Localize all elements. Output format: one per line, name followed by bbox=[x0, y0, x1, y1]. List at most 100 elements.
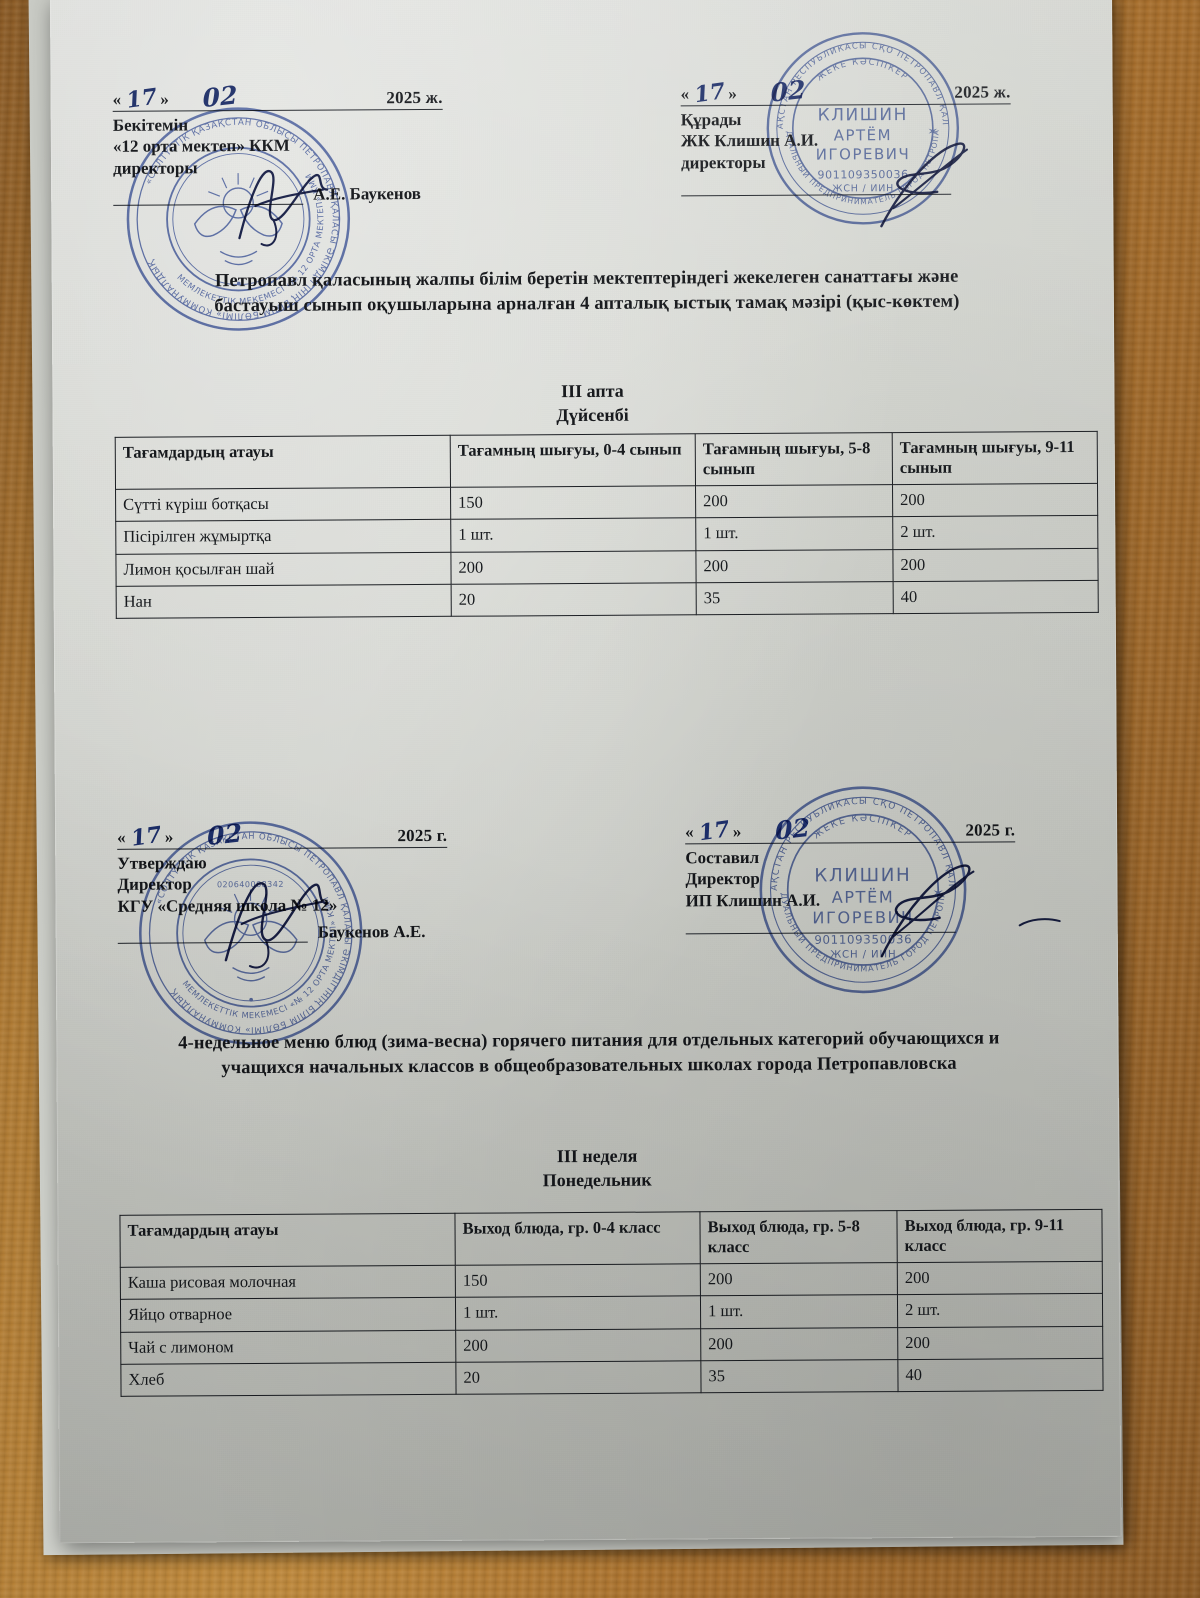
kk-week-heading: III апта Дүйсенбі bbox=[382, 378, 802, 429]
handwritten-day: 17 bbox=[128, 821, 164, 852]
handwritten-day: 17 bbox=[696, 815, 732, 847]
kk-right-role-lines: Құрады ЖК Клишин А.И. директоры bbox=[681, 107, 1011, 174]
cell-yield-5-8: 200 bbox=[700, 1327, 898, 1361]
cell-yield-9-11: 200 bbox=[897, 1261, 1103, 1295]
quote-open: « bbox=[685, 821, 694, 841]
handwritten-month: 02 bbox=[770, 74, 807, 108]
ru-approval-left: « 17 » 02 2025 г. Утверждаю Директор КГУ… bbox=[117, 818, 448, 944]
date-year: 2025 ж. bbox=[386, 87, 443, 107]
ru-approval-right: « 17 » 02 2025 г. Составил Директор ИП К… bbox=[685, 812, 1016, 935]
cell-yield-0-4: 1 шт. bbox=[455, 1296, 701, 1330]
th-yield-9-11: Выход блюда, гр. 9-11 класс bbox=[896, 1209, 1103, 1263]
cell-yield-5-8: 1 шт. bbox=[700, 1294, 898, 1329]
cell-yield-5-8: 200 bbox=[695, 484, 893, 519]
ru-left-date-line: « 17 » 02 2025 г. bbox=[117, 818, 448, 852]
cell-yield-9-11: 200 bbox=[897, 1325, 1103, 1360]
cell-yield-5-8: 35 bbox=[696, 581, 894, 615]
cell-yield-5-8: 200 bbox=[700, 1262, 898, 1297]
table-header-row: Тағамдардың атауы Выход блюда, гр. 0-4 к… bbox=[119, 1209, 1103, 1268]
quote-open: « bbox=[117, 827, 126, 847]
kk-left-signature-line: А.Е. Баукенов bbox=[113, 184, 443, 206]
kk-right-date-line: « 17 » 02 2025 ж. bbox=[680, 74, 1011, 108]
signatory-name: А.Е. Баукенов bbox=[313, 183, 421, 204]
cell-yield-0-4: 150 bbox=[450, 486, 696, 520]
ru-right-role-lines: Составил Директор ИП Клишин А.И. bbox=[685, 845, 1015, 912]
cell-yield-9-11: 200 bbox=[892, 483, 1098, 517]
table-header-row: Тағамдардың атауы Тағамның шығуы, 0-4 сы… bbox=[115, 431, 1098, 490]
role-line-3: директоры bbox=[112, 158, 198, 178]
cell-yield-9-11: 2 шт. bbox=[897, 1293, 1103, 1328]
quote-close: » bbox=[728, 83, 738, 103]
kk-approval-left: « 17 » 02 2025 ж. Бекітемін «12 орта мек… bbox=[112, 80, 444, 206]
cell-yield-5-8: 200 bbox=[695, 549, 894, 583]
ru-day-label: Понедельник bbox=[542, 1169, 652, 1191]
kk-approval-right: « 17 » 02 2025 ж. Құрады ЖК Клишин А.И. … bbox=[680, 74, 1012, 197]
cell-yield-9-11: 40 bbox=[897, 1357, 1104, 1392]
role-line-2: Директор bbox=[117, 874, 192, 895]
role-line-2: «12 орта мектеп» ККМ bbox=[112, 136, 290, 157]
cell-yield-0-4: 150 bbox=[455, 1264, 701, 1298]
th-yield-5-8: Выход блюда, гр. 5-8 класс bbox=[699, 1210, 898, 1265]
cell-dish-name: Хлеб bbox=[120, 1361, 457, 1397]
signature-rule bbox=[113, 188, 304, 206]
ru-right-date-line: « 17 » 02 2025 г. bbox=[685, 812, 1016, 847]
kk-left-role-lines: Бекітемін «12 орта мектеп» ККМ директоры bbox=[113, 112, 443, 179]
ru-left-role-lines: Утверждаю Директор КГУ «Средняя школа № … bbox=[117, 850, 447, 917]
role-line-1: Құрады bbox=[680, 109, 742, 129]
cell-yield-0-4: 1 шт. bbox=[450, 518, 696, 552]
date-year: 2025 г. bbox=[397, 825, 448, 845]
cell-dish-name: Яйцо отварное bbox=[120, 1297, 456, 1332]
cell-dish-name: Лимон қосылған шай bbox=[115, 551, 452, 586]
cell-yield-9-11: 200 bbox=[892, 547, 1099, 582]
th-yield-9-11: Тағамның шығуы, 9-11 сынып bbox=[892, 431, 1098, 485]
kk-day-label: Дүйсенбі bbox=[556, 405, 629, 426]
kk-week-label: III апта bbox=[561, 380, 624, 402]
cell-dish-name: Нан bbox=[116, 583, 452, 619]
cell-dish-name: Каша рисовая молочная bbox=[120, 1265, 456, 1300]
signature-rule bbox=[685, 916, 956, 935]
th-yield-0-4: Тағамның шығуы, 0-4 сынып bbox=[450, 433, 696, 488]
th-yield-0-4: Выход блюда, гр. 0-4 класс bbox=[454, 1211, 701, 1266]
role-line-3: ИП Клишин А.И. bbox=[685, 890, 821, 911]
signature-dash-ru bbox=[1016, 911, 1066, 931]
handwritten-month: 02 bbox=[207, 818, 244, 852]
quote-close: » bbox=[160, 89, 170, 109]
cell-dish-name: Сүтті күріш ботқасы bbox=[115, 487, 451, 522]
table-row: Хлеб 20 35 40 bbox=[120, 1357, 1104, 1397]
cell-yield-0-4: 200 bbox=[450, 550, 697, 584]
role-line-1: Составил bbox=[685, 847, 760, 867]
handwritten-month: 02 bbox=[202, 80, 239, 114]
role-line-1: Бекітемін bbox=[112, 114, 189, 135]
kk-menu-table: Тағамдардың атауы Тағамның шығуы, 0-4 сы… bbox=[115, 431, 1099, 619]
date-year: 2025 ж. bbox=[954, 81, 1011, 102]
ru-week-heading: III неделя Понедельник bbox=[387, 1143, 807, 1194]
th-yield-5-8: Тағамның шығуы, 5-8 сынып bbox=[695, 432, 893, 487]
date-year: 2025 г. bbox=[965, 819, 1016, 840]
ru-menu-table: Тағамдардың атауы Выход блюда, гр. 0-4 к… bbox=[119, 1209, 1104, 1397]
role-line-3: КГУ «Средняя школа № 12» bbox=[117, 895, 338, 916]
kk-document-title: Петропавл қаласының жалпы білім беретін … bbox=[214, 266, 960, 317]
th-dish-name: Тағамдардың атауы bbox=[119, 1213, 456, 1268]
cell-yield-5-8: 35 bbox=[700, 1359, 899, 1393]
kk-right-signature-line bbox=[681, 178, 1011, 197]
ru-left-signature-line: Баукенов А.Е. bbox=[117, 922, 448, 944]
ru-document-title: 4-недельное меню блюд (зима-весна) горяч… bbox=[178, 1028, 1000, 1079]
signature-rule bbox=[681, 178, 952, 197]
handwritten-day: 17 bbox=[124, 83, 159, 114]
cell-yield-0-4: 20 bbox=[455, 1360, 702, 1395]
cell-yield-9-11: 2 шт. bbox=[892, 515, 1098, 550]
cell-yield-9-11: 40 bbox=[893, 579, 1099, 614]
signature-rule bbox=[117, 926, 308, 944]
role-line-1: Утверждаю bbox=[117, 852, 207, 873]
svg-text:ЖСН / ИИН: ЖСН / ИИН bbox=[830, 949, 896, 960]
role-line-2: Директор bbox=[685, 869, 760, 889]
handwritten-month: 02 bbox=[775, 812, 812, 846]
th-dish-name: Тағамдардың атауы bbox=[115, 435, 451, 490]
cell-dish-name: Чай с лимоном bbox=[120, 1329, 456, 1364]
table-row: Нан 20 35 40 bbox=[116, 579, 1099, 619]
cell-yield-0-4: 200 bbox=[455, 1328, 701, 1362]
cell-yield-0-4: 20 bbox=[451, 582, 697, 617]
role-line-3: директоры bbox=[680, 152, 766, 173]
role-line-2: ЖК Клишин А.И. bbox=[680, 130, 819, 151]
